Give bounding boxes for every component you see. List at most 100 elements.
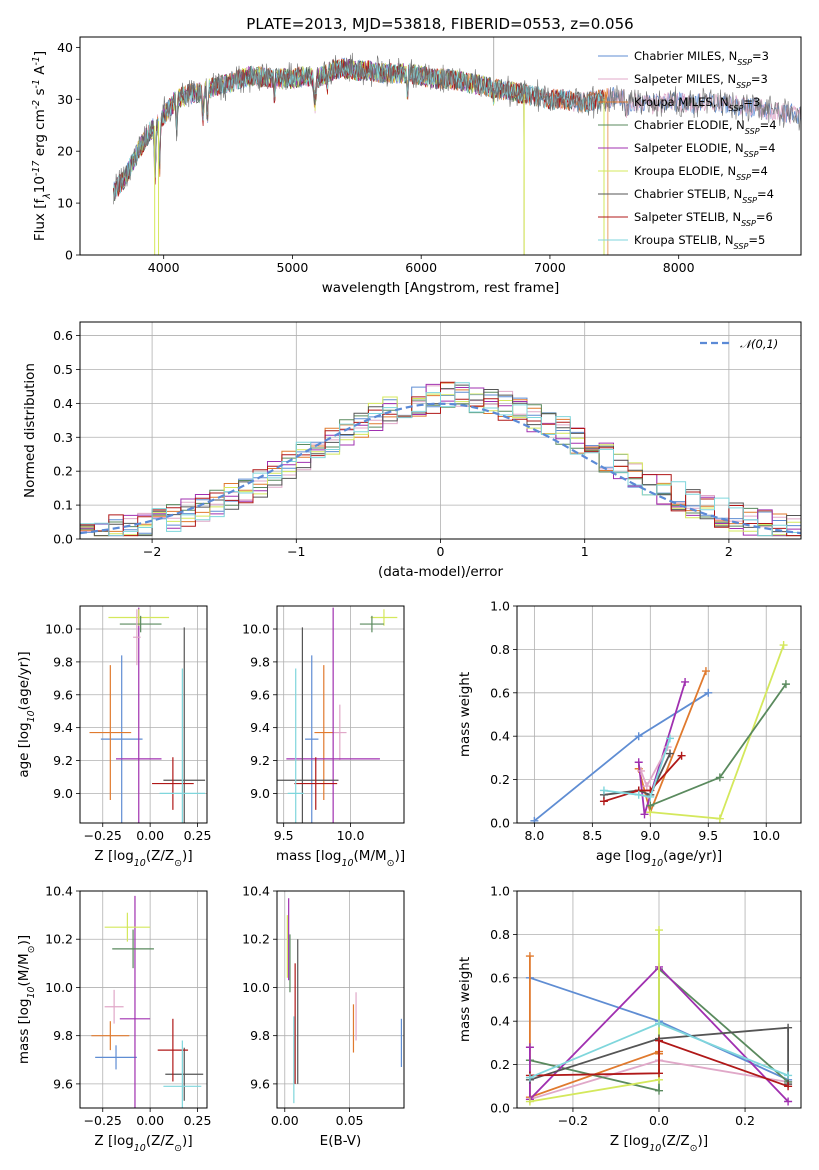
weight-line [649, 683, 787, 807]
weight-line [603, 755, 683, 803]
y-tick-label: 10.0 [45, 980, 73, 995]
y-tick-label: 0.2 [490, 1057, 510, 1072]
x-tick-label: 0.25 [184, 828, 212, 843]
y-tick-label: 9.2 [53, 753, 73, 768]
x-tick-label: 0.05 [336, 1113, 364, 1128]
weight-marker [781, 680, 790, 689]
panel-age_vs_mass: 9.5 10.0 9.0 9.2 9.4 9.6 9.8 10.0 mass [log10(M/… [242, 605, 405, 869]
y-axis-label: Normed distribution [22, 363, 38, 498]
x-tick-label: 2 [725, 544, 733, 559]
x-axis-label: E(B-V) [320, 1133, 362, 1149]
weight-marker [655, 1019, 663, 1028]
y-axis-label: age [log10(age/yr)] [16, 651, 37, 777]
weight-marker [525, 952, 534, 961]
y-tick-label: 9.8 [53, 1028, 73, 1043]
weight-marker [715, 773, 724, 782]
axes-frame [516, 605, 802, 824]
y-tick-label: 10.0 [242, 622, 270, 637]
x-tick-label: 5000 [277, 260, 309, 275]
observed-spectrum [113, 52, 801, 205]
x-tick-label: 4000 [148, 260, 180, 275]
y-tick-label: 9.8 [250, 1028, 270, 1043]
panel-mass_vs_Z: −0.25 0.00 0.25 9.6 9.8 10.0 10.2 10.4 Z [log10(… [16, 884, 211, 1154]
x-tick-label: 0.00 [271, 1113, 299, 1128]
y-tick-label: 0.4 [490, 1014, 510, 1029]
plot-area-weight_vs_Z [525, 926, 793, 1106]
y-tick-label: 0 [65, 248, 73, 263]
x-tick-label: 7000 [534, 260, 566, 275]
y-tick-label: 9.6 [53, 1076, 73, 1091]
axes-frame [79, 890, 208, 1109]
weight-marker [784, 1097, 793, 1106]
y-tick-label: 9.4 [250, 720, 270, 735]
x-tick-label: 8.5 [582, 828, 602, 843]
normal-curve [80, 402, 801, 535]
weight-marker [779, 641, 788, 650]
y-tick-label: 0.6 [490, 685, 510, 700]
histogram-step [80, 382, 801, 539]
weight-marker [637, 766, 646, 775]
y-tick-label: 10.0 [242, 980, 270, 995]
weight-marker [634, 758, 643, 767]
x-tick-label: 0.2 [735, 1113, 755, 1128]
y-tick-label: 10.0 [45, 622, 73, 637]
weight-line [529, 1039, 789, 1088]
weight-line [603, 738, 671, 799]
weight-marker [784, 1071, 793, 1080]
x-tick-label: 8.0 [524, 828, 544, 843]
x-axis-label: Z [log10(Z/Z⊙)] [94, 1133, 192, 1154]
y-tick-label: 10.2 [45, 932, 73, 947]
weight-marker [599, 786, 608, 795]
y-axis-label: mass [log10(M/M⊙)] [16, 935, 37, 1064]
y-tick-label: 0.2 [490, 772, 510, 787]
legend: Chabrier MILES, NSSP=3 Salpeter MILES, NS… [598, 49, 777, 251]
y-tick-label: 1.0 [490, 884, 510, 899]
x-axis-label: Z [log10(Z/Z⊙)] [94, 848, 192, 869]
y-tick-label: 0.0 [53, 532, 73, 547]
weight-marker [655, 926, 663, 935]
x-tick-label: 10.0 [752, 828, 780, 843]
panels: 4000 5000 6000 7000 8000010203040wavelength … [16, 36, 802, 1154]
x-tick-label: 1 [581, 544, 589, 559]
x-tick-label: 0.25 [184, 1113, 212, 1128]
y-tick-label: 0.0 [490, 816, 510, 831]
legend-entry: Chabrier MILES, NSSP=3 [634, 49, 769, 67]
legend-entry: Salpeter ELODIE, NSSP=4 [634, 141, 775, 159]
axes-frame [516, 890, 802, 1109]
plot-area-mass_vs_Z [91, 895, 204, 1108]
weight-marker [599, 797, 608, 806]
plot-area-mass_vs_ebv [286, 898, 403, 1104]
x-tick-label: −0.2 [558, 1113, 588, 1128]
x-tick-label: −1 [287, 544, 305, 559]
legend-entry: Salpeter STELIB, NSSP=6 [634, 210, 773, 228]
legend-entry: Chabrier ELODIE, NSSP=4 [634, 118, 777, 136]
legend-entry: Salpeter MILES, NSSP=3 [634, 72, 768, 90]
legend-entry: 𝒩(0,1) [740, 337, 778, 351]
axes-frame [276, 890, 405, 1109]
panel-weight_vs_age: 8.0 8.5 9.0 9.5 10.0 0.0 0.2 0.4 0.6 0.8 1.0 age [l… [457, 599, 802, 869]
spectrum-line [113, 60, 605, 255]
y-tick-label: 10.2 [242, 932, 270, 947]
weight-marker [640, 810, 649, 819]
y-tick-label: 10 [57, 196, 73, 211]
y-tick-label: 0.6 [53, 328, 73, 343]
axes-frame [79, 321, 802, 540]
weight-marker [634, 732, 643, 741]
x-tick-label: 9.0 [640, 828, 660, 843]
weight-marker [715, 814, 724, 823]
plot-area-age_vs_Z [89, 607, 206, 823]
panel-weight_vs_Z: −0.2 0.0 0.2 0.0 0.2 0.4 0.6 0.8 1.0 Z [log10(Z/Z… [457, 884, 802, 1154]
y-tick-label: 0.1 [53, 498, 73, 513]
y-tick-label: 9.6 [250, 1076, 270, 1091]
x-tick-label: −0.25 [84, 1113, 122, 1128]
x-tick-label: −2 [143, 544, 161, 559]
x-axis-label: mass [log10(M/M⊙)] [276, 848, 405, 869]
y-tick-label: 10.4 [242, 884, 270, 899]
y-tick-label: 40 [57, 40, 73, 55]
weight-marker [704, 688, 713, 697]
legend-entry: Kroupa ELODIE, NSSP=4 [634, 164, 768, 182]
y-axis-label: Flux [fλ10-17 erg cm-2 s-1 A-1] [31, 51, 53, 241]
x-tick-label: −0.25 [84, 828, 122, 843]
figure-title: PLATE=2013, MJD=53818, FIBERID=0553, z=0… [246, 15, 633, 33]
legend-entry: Chabrier STELIB, NSSP=4 [634, 187, 774, 205]
